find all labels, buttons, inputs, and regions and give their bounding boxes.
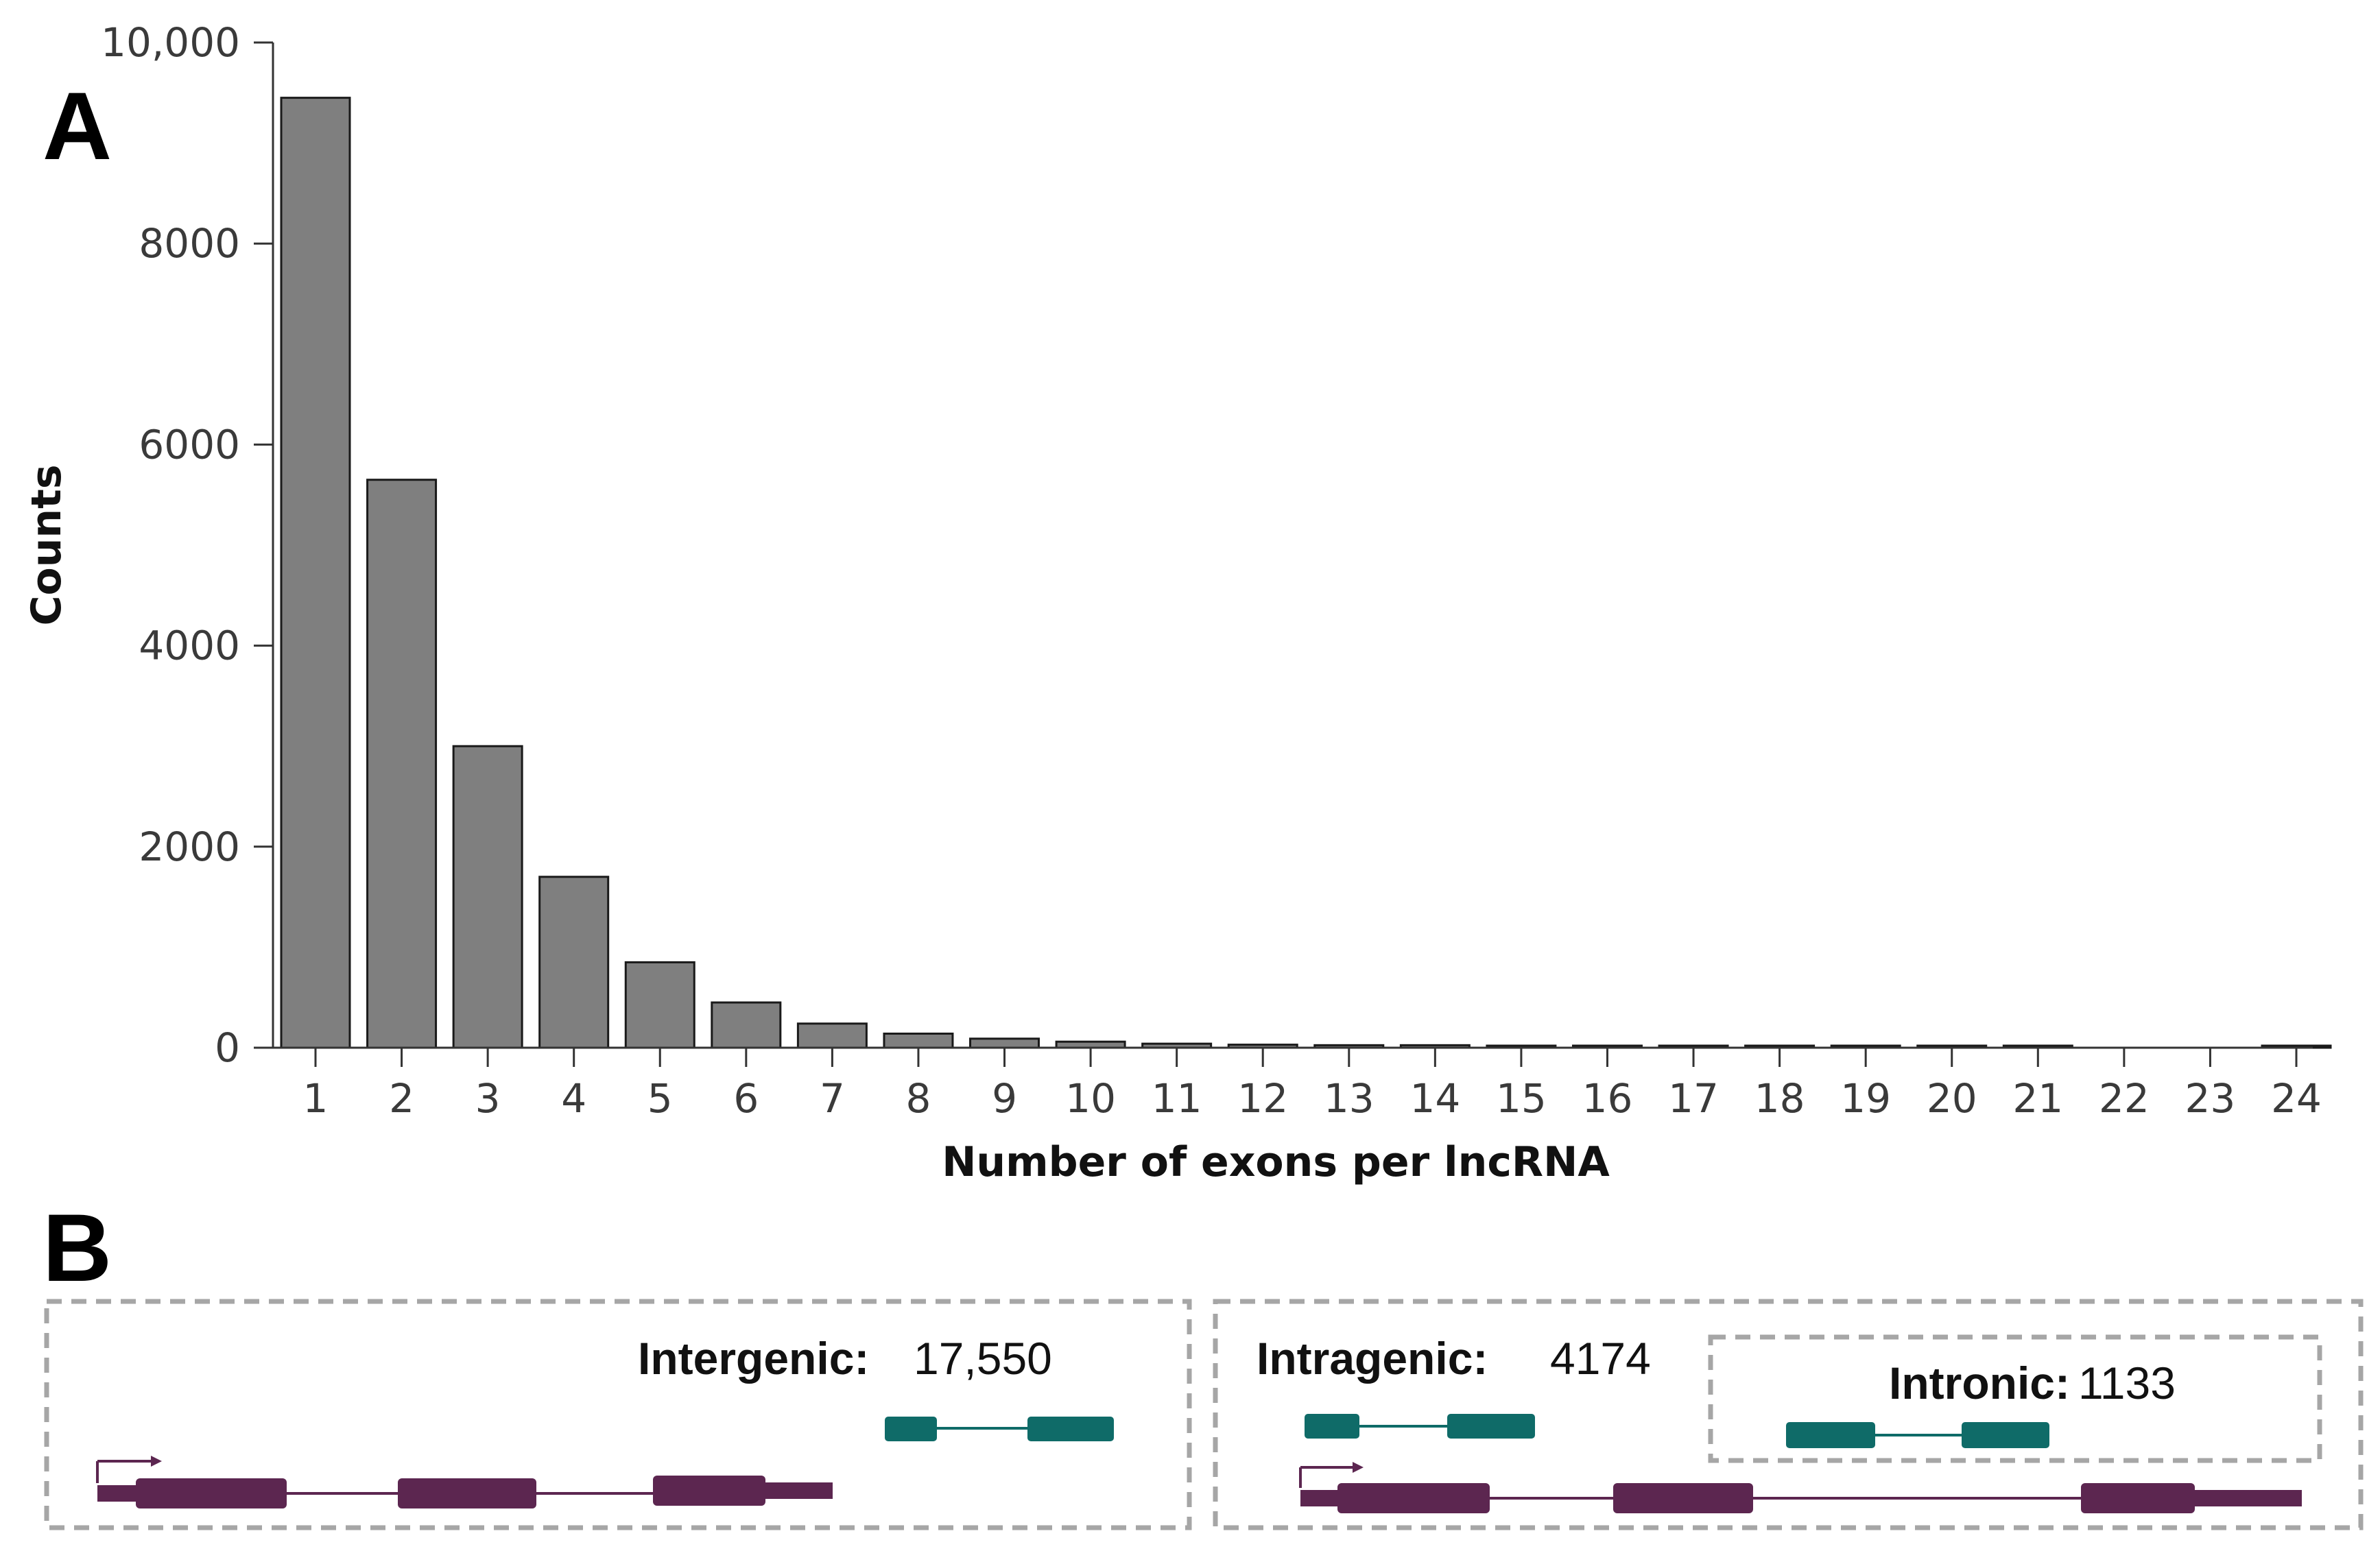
intergenic-count: 17,550 xyxy=(914,1333,1052,1384)
intragenic-label: Intragenic: xyxy=(1257,1333,1488,1384)
x-tick-label: 11 xyxy=(1152,1075,1202,1122)
x-tick-label: 5 xyxy=(647,1075,673,1122)
x-axis-ticks: 1 2 3 4 5 6 7 8 9 10 11 12 13 14 15 16 17 18 19 20 21 22 23 24 xyxy=(303,1048,2322,1122)
x-tick-label: 6 xyxy=(733,1075,759,1122)
x-tick-label: 13 xyxy=(1324,1075,1375,1122)
x-tick-label: 15 xyxy=(1496,1075,1547,1122)
y-tick-label: 2000 xyxy=(139,823,240,870)
x-tick-label: 9 xyxy=(992,1075,1017,1122)
bar xyxy=(883,1032,954,1049)
bar xyxy=(796,1022,868,1049)
intragenic-panel: Intragenic: 4174 Intronic: 1133 xyxy=(1213,1299,2364,1530)
x-tick-label: 17 xyxy=(1668,1075,1719,1122)
intragenic-lncrna xyxy=(1305,1414,1535,1439)
y-axis-ticks: 0 2000 4000 6000 8000 10,000 xyxy=(101,19,273,1071)
x-tick-label: 10 xyxy=(1065,1075,1116,1122)
x-tick-label: 24 xyxy=(2271,1075,2322,1122)
intronic-panel: Intronic: 1133 xyxy=(1708,1334,2322,1463)
bar xyxy=(280,97,351,1049)
intronic-label: Intronic: xyxy=(1889,1358,2070,1408)
intergenic-lncrna xyxy=(885,1417,1114,1441)
x-tick-label: 12 xyxy=(1237,1075,1288,1122)
x-tick-label: 16 xyxy=(1582,1075,1633,1122)
intergenic-gene xyxy=(96,1456,833,1508)
bar xyxy=(969,1037,1040,1049)
intragenic-box xyxy=(1213,1299,2364,1530)
bar xyxy=(452,745,523,1049)
x-tick-label: 4 xyxy=(561,1075,586,1122)
intronic-lncrna xyxy=(1786,1422,2049,1448)
bar xyxy=(366,479,438,1049)
bar xyxy=(538,876,610,1049)
bar xyxy=(711,1001,782,1049)
intergenic-box xyxy=(44,1299,1192,1530)
y-axis-title: Counts xyxy=(23,464,71,625)
x-tick-label: 18 xyxy=(1754,1075,1805,1122)
y-tick-label: 6000 xyxy=(139,421,240,468)
intragenic-gene xyxy=(1299,1462,2302,1513)
panel-b-letter: B xyxy=(43,1194,112,1301)
x-tick-label: 19 xyxy=(1840,1075,1891,1122)
intronic-count: 1133 xyxy=(2078,1358,2176,1408)
intergenic-panel: Intergenic: 17,550 xyxy=(44,1299,1192,1530)
x-axis-title: Number of exons per lncRNA xyxy=(942,1138,1610,1186)
intergenic-label: Intergenic: xyxy=(638,1333,869,1384)
x-tick-label: 22 xyxy=(2099,1075,2150,1122)
x-tick-label: 7 xyxy=(820,1075,845,1122)
bar xyxy=(624,961,695,1049)
intragenic-count: 4174 xyxy=(1550,1333,1651,1384)
x-tick-label: 8 xyxy=(906,1075,931,1122)
y-tick-label: 0 xyxy=(215,1024,240,1071)
y-tick-label: 8000 xyxy=(139,220,240,267)
x-tick-label: 20 xyxy=(1927,1075,1977,1122)
x-tick-label: 3 xyxy=(475,1075,501,1122)
intronic-box xyxy=(1708,1334,2322,1463)
panel-a-letter: A xyxy=(43,72,112,180)
x-tick-label: 14 xyxy=(1409,1075,1460,1122)
y-tick-label: 4000 xyxy=(139,623,240,669)
x-tick-label: 21 xyxy=(2012,1075,2063,1122)
bars xyxy=(280,97,2332,1049)
y-tick-label: 10,000 xyxy=(101,19,240,66)
x-tick-label: 2 xyxy=(389,1075,414,1122)
x-tick-label: 23 xyxy=(2185,1075,2236,1122)
x-tick-label: 1 xyxy=(303,1075,329,1122)
